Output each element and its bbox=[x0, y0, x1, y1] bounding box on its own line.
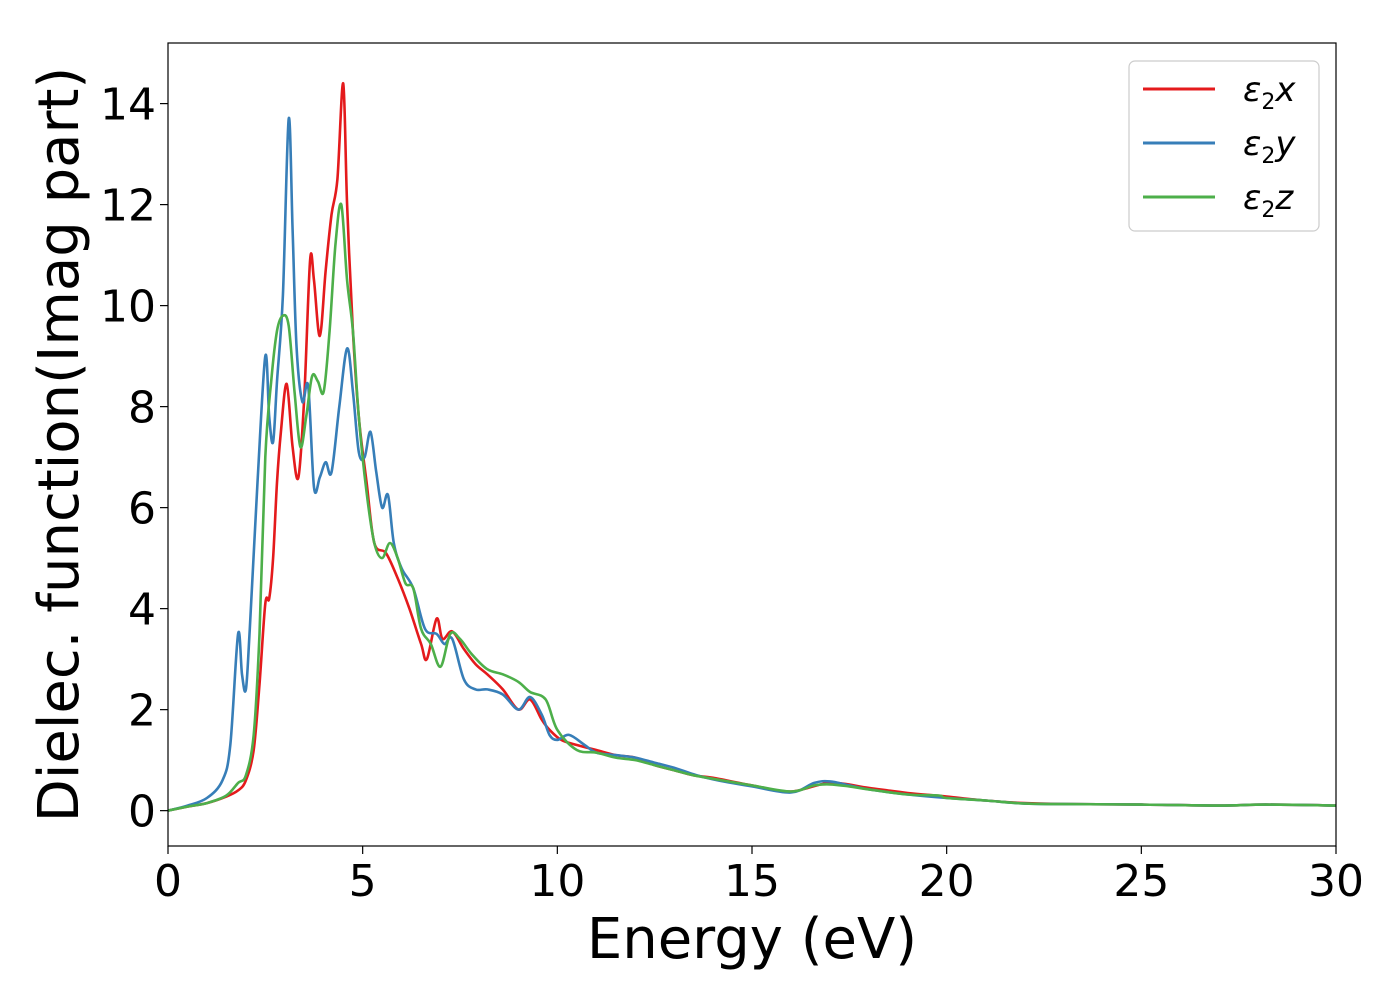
y-tick-label: 12 bbox=[100, 181, 156, 232]
x-tick-label: 30 bbox=[1308, 856, 1364, 907]
y-tick-label: 14 bbox=[100, 80, 156, 131]
y-tick-label: 8 bbox=[128, 383, 156, 434]
y-tick-label: 0 bbox=[128, 787, 156, 838]
x-tick-label: 25 bbox=[1113, 856, 1169, 907]
x-tick-label: 5 bbox=[349, 856, 377, 907]
y-tick-label: 4 bbox=[128, 585, 156, 636]
series-line-y bbox=[168, 116, 1336, 812]
legend-box bbox=[1128, 60, 1320, 232]
y-axis-label: Dielec. function(Imag part) bbox=[27, 67, 92, 823]
x-tick-label: 15 bbox=[724, 856, 780, 907]
legend: ε2x ε2y ε2z bbox=[1128, 60, 1320, 232]
x-tick-label: 0 bbox=[154, 856, 182, 907]
legend-label-x: ε2x bbox=[1243, 70, 1296, 115]
x-axis-label: Energy (eV) bbox=[587, 907, 917, 972]
y-tick-label: 10 bbox=[100, 282, 156, 333]
x-tick-label: 10 bbox=[529, 856, 585, 907]
plot-lines bbox=[168, 82, 1336, 812]
axes: 0 5 10 15 20 25 30 0 2 4 6 8 10 12 14 bbox=[100, 42, 1364, 907]
x-tick-label: 20 bbox=[919, 856, 975, 907]
legend-label-z: ε2z bbox=[1243, 178, 1294, 223]
series-line-z bbox=[168, 202, 1336, 812]
legend-label-y: ε2y bbox=[1243, 124, 1296, 169]
y-tick-label: 6 bbox=[128, 484, 156, 535]
y-tick-label: 2 bbox=[128, 686, 156, 737]
